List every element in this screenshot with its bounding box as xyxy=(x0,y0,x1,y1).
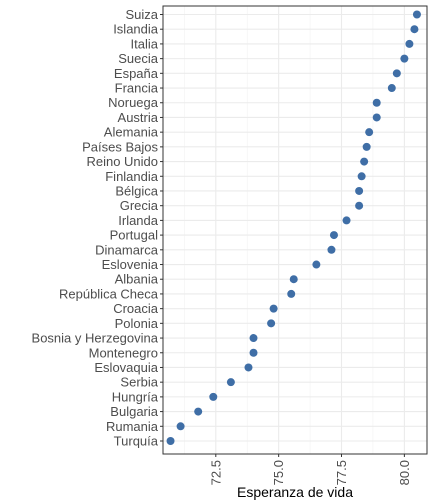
data-point xyxy=(400,54,409,63)
x-tick-label: 77.5 xyxy=(334,460,349,485)
category-label: Portugal xyxy=(110,228,159,243)
category-label: Eslovaquia xyxy=(94,360,158,375)
x-axis-title: Esperanza de vida xyxy=(237,484,353,500)
data-point xyxy=(372,113,381,122)
data-point xyxy=(387,84,396,93)
category-label: Finlandia xyxy=(105,169,159,184)
data-point xyxy=(365,128,374,137)
category-label: Bosnia y Herzegovina xyxy=(32,331,159,346)
category-label: Bulgaria xyxy=(110,404,158,419)
data-point xyxy=(209,392,218,401)
data-point xyxy=(405,39,414,48)
category-label: Austria xyxy=(118,110,159,125)
data-point xyxy=(249,348,258,357)
category-label: Turquía xyxy=(114,434,159,449)
category-label: Dinamarca xyxy=(95,242,159,257)
category-label: Italia xyxy=(131,36,159,51)
data-points xyxy=(166,10,421,445)
data-point xyxy=(357,172,366,181)
category-label: Países Bajos xyxy=(82,139,158,154)
data-point xyxy=(312,260,321,269)
category-label: Suecia xyxy=(118,51,159,66)
x-axis-ticks: 72.5 75.0 77.5 80.0 xyxy=(208,454,412,485)
category-label: Irlanda xyxy=(118,213,159,228)
category-label: Hungría xyxy=(112,389,159,404)
data-point xyxy=(289,275,298,284)
category-label: Reino Unido xyxy=(86,154,158,169)
category-label: Rumania xyxy=(106,419,159,434)
data-point xyxy=(269,304,278,313)
category-label: Polonia xyxy=(115,316,159,331)
panel-background xyxy=(163,6,427,454)
category-label: Croacia xyxy=(113,301,159,316)
x-tick-label: 80.0 xyxy=(397,460,412,485)
category-label: República Checa xyxy=(59,286,159,301)
data-point xyxy=(267,319,276,328)
data-point xyxy=(166,437,175,445)
y-axis-category-labels: SuizaIslandiaItaliaSueciaEspañaFranciaNo… xyxy=(32,7,163,449)
category-label: Serbia xyxy=(120,375,158,390)
data-point xyxy=(355,201,364,210)
category-label: Francia xyxy=(115,81,159,96)
data-point xyxy=(287,289,296,298)
category-label: España xyxy=(114,66,159,81)
category-label: Grecia xyxy=(120,198,159,213)
data-point xyxy=(355,186,364,195)
data-point xyxy=(360,157,369,166)
grid-lines xyxy=(163,6,427,454)
category-label: Montenegro xyxy=(89,345,158,360)
panel-border xyxy=(162,5,428,455)
category-label: Albania xyxy=(115,272,159,287)
category-label: Bélgica xyxy=(115,183,158,198)
data-point xyxy=(410,25,419,34)
category-label: Suiza xyxy=(125,7,158,22)
category-label: Eslovenia xyxy=(102,257,159,272)
data-point xyxy=(342,216,351,225)
data-point xyxy=(226,378,235,387)
category-label: Islandia xyxy=(113,22,159,37)
data-point xyxy=(392,69,401,78)
data-point xyxy=(372,98,381,107)
data-point xyxy=(244,363,253,372)
category-label: Alemania xyxy=(104,125,159,140)
data-point xyxy=(327,245,336,254)
data-point xyxy=(329,231,338,240)
data-point xyxy=(362,142,371,151)
data-point xyxy=(249,334,258,343)
category-label: Noruega xyxy=(108,95,159,110)
data-point xyxy=(194,407,203,416)
data-point xyxy=(176,422,185,431)
x-tick-label: 72.5 xyxy=(208,460,223,485)
x-tick-label: 75.0 xyxy=(271,460,286,485)
data-point xyxy=(412,10,421,19)
